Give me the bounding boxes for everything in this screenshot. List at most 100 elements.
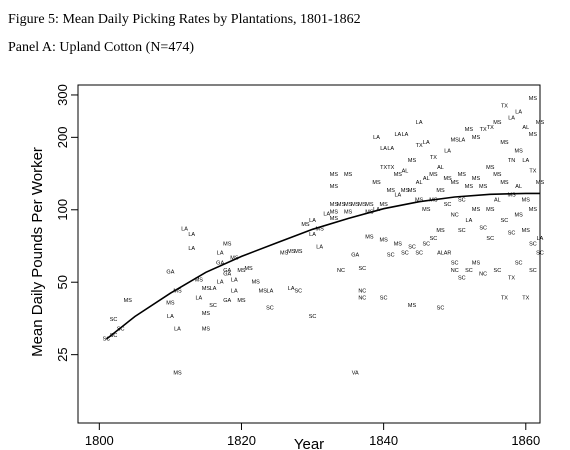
data-point: SC — [458, 276, 466, 282]
data-point: MS — [330, 172, 339, 178]
data-point: MS — [529, 132, 538, 138]
data-point: SC — [415, 251, 423, 257]
data-point: LA — [267, 288, 274, 294]
data-point: AR — [444, 251, 452, 257]
data-point: AL — [402, 168, 409, 174]
data-point: SC — [295, 288, 303, 294]
data-point: NC — [337, 268, 345, 274]
data-point: MS — [237, 298, 246, 304]
data-point: LA — [217, 280, 224, 286]
data-point: MS — [486, 207, 495, 213]
data-point: MS — [465, 127, 474, 133]
data-point: SC — [458, 197, 466, 203]
data-point: SC — [486, 236, 494, 242]
data-point: MS — [529, 96, 538, 102]
data-point: MS — [287, 249, 296, 255]
data-point: MS — [252, 280, 261, 286]
data-point: GA — [351, 252, 359, 258]
data-point: LA — [458, 137, 465, 143]
data-point: SC — [103, 337, 111, 343]
y-tick-label: 50 — [55, 275, 70, 289]
data-point: SC — [515, 261, 523, 267]
data-point: LA — [537, 236, 544, 242]
data-point: MS — [443, 176, 452, 182]
data-point: MS — [536, 120, 545, 126]
data-point: MS — [365, 235, 374, 241]
data-point: TX — [380, 165, 387, 171]
data-point: TN — [508, 158, 515, 164]
data-point: MS — [244, 266, 253, 272]
data-point: MS — [124, 298, 133, 304]
data-point: MS — [344, 209, 353, 215]
data-point: MS — [173, 288, 182, 294]
data-point: LA — [210, 286, 217, 292]
data-point: SC — [508, 231, 516, 237]
data-point: SC — [501, 218, 509, 224]
data-point: TX — [501, 103, 508, 109]
data-point: SC — [117, 326, 125, 332]
data-point: MS — [394, 172, 403, 178]
data-point: SC — [408, 245, 416, 251]
data-point: MS — [330, 209, 339, 215]
data-point: LA — [288, 286, 295, 292]
data-point: SC — [494, 268, 502, 274]
data-point: LA — [466, 218, 473, 224]
data-point: MS — [294, 249, 303, 255]
data-point: TX — [529, 168, 536, 174]
data-point: TX — [501, 295, 508, 301]
data-point: LA — [394, 193, 401, 199]
data-point: LA — [416, 120, 423, 126]
data-point: MS — [344, 172, 353, 178]
data-point: SC — [358, 266, 366, 272]
data-point: MS — [301, 222, 310, 228]
data-point: LA — [188, 232, 195, 238]
x-tick-label: 1840 — [369, 433, 398, 448]
data-point: MS — [358, 202, 367, 208]
data-point: MS — [372, 180, 381, 186]
data-point: MS — [436, 228, 445, 234]
data-point: MS — [280, 251, 289, 257]
data-point: SC — [422, 242, 430, 248]
data-point: MS — [472, 176, 481, 182]
data-point: TX — [487, 125, 494, 131]
data-point: MS — [529, 207, 538, 213]
data-point: MS — [515, 213, 524, 219]
data-point: MS — [259, 288, 268, 294]
data-point: MS — [472, 207, 481, 213]
data-point: LA — [316, 245, 323, 251]
data-point: MS — [330, 202, 339, 208]
data-point: SC — [430, 236, 438, 242]
y-axis: 25 50 100 200 300 — [55, 84, 78, 362]
figure-title: Figure 5: Mean Daily Picking Rates by Pl… — [8, 12, 361, 27]
data-point: MS — [422, 207, 431, 213]
data-point: LA — [231, 278, 238, 284]
data-point: SC — [380, 295, 388, 301]
data-point: AL — [437, 165, 444, 171]
data-point: LA — [515, 109, 522, 115]
trend-line — [105, 192, 540, 340]
data-point: LA — [309, 218, 316, 224]
data-point: LA — [380, 146, 387, 152]
data-point: MS — [451, 137, 460, 143]
data-point: MS — [522, 228, 531, 234]
data-point: SC — [465, 268, 473, 274]
data-point: MS — [387, 188, 396, 194]
data-point: MS — [472, 261, 481, 267]
data-point: TX — [522, 295, 529, 301]
y-tick-label: 300 — [55, 84, 70, 106]
data-point: MS — [166, 300, 175, 306]
data-point: LA — [423, 140, 430, 146]
data-point: GA — [216, 261, 224, 267]
data-point: LA — [231, 288, 238, 294]
data-point: TX — [508, 276, 515, 282]
data-point: GA — [223, 272, 231, 278]
data-point: SC — [536, 251, 544, 257]
data-point: SC — [529, 268, 537, 274]
data-point: GA — [223, 298, 231, 304]
data-point: MS — [330, 216, 339, 222]
data-point: AL — [494, 197, 501, 203]
data-point: MS — [202, 326, 211, 332]
data-point: MS — [493, 172, 502, 178]
data-point: MS — [351, 202, 360, 208]
y-tick-label: 25 — [55, 347, 70, 361]
